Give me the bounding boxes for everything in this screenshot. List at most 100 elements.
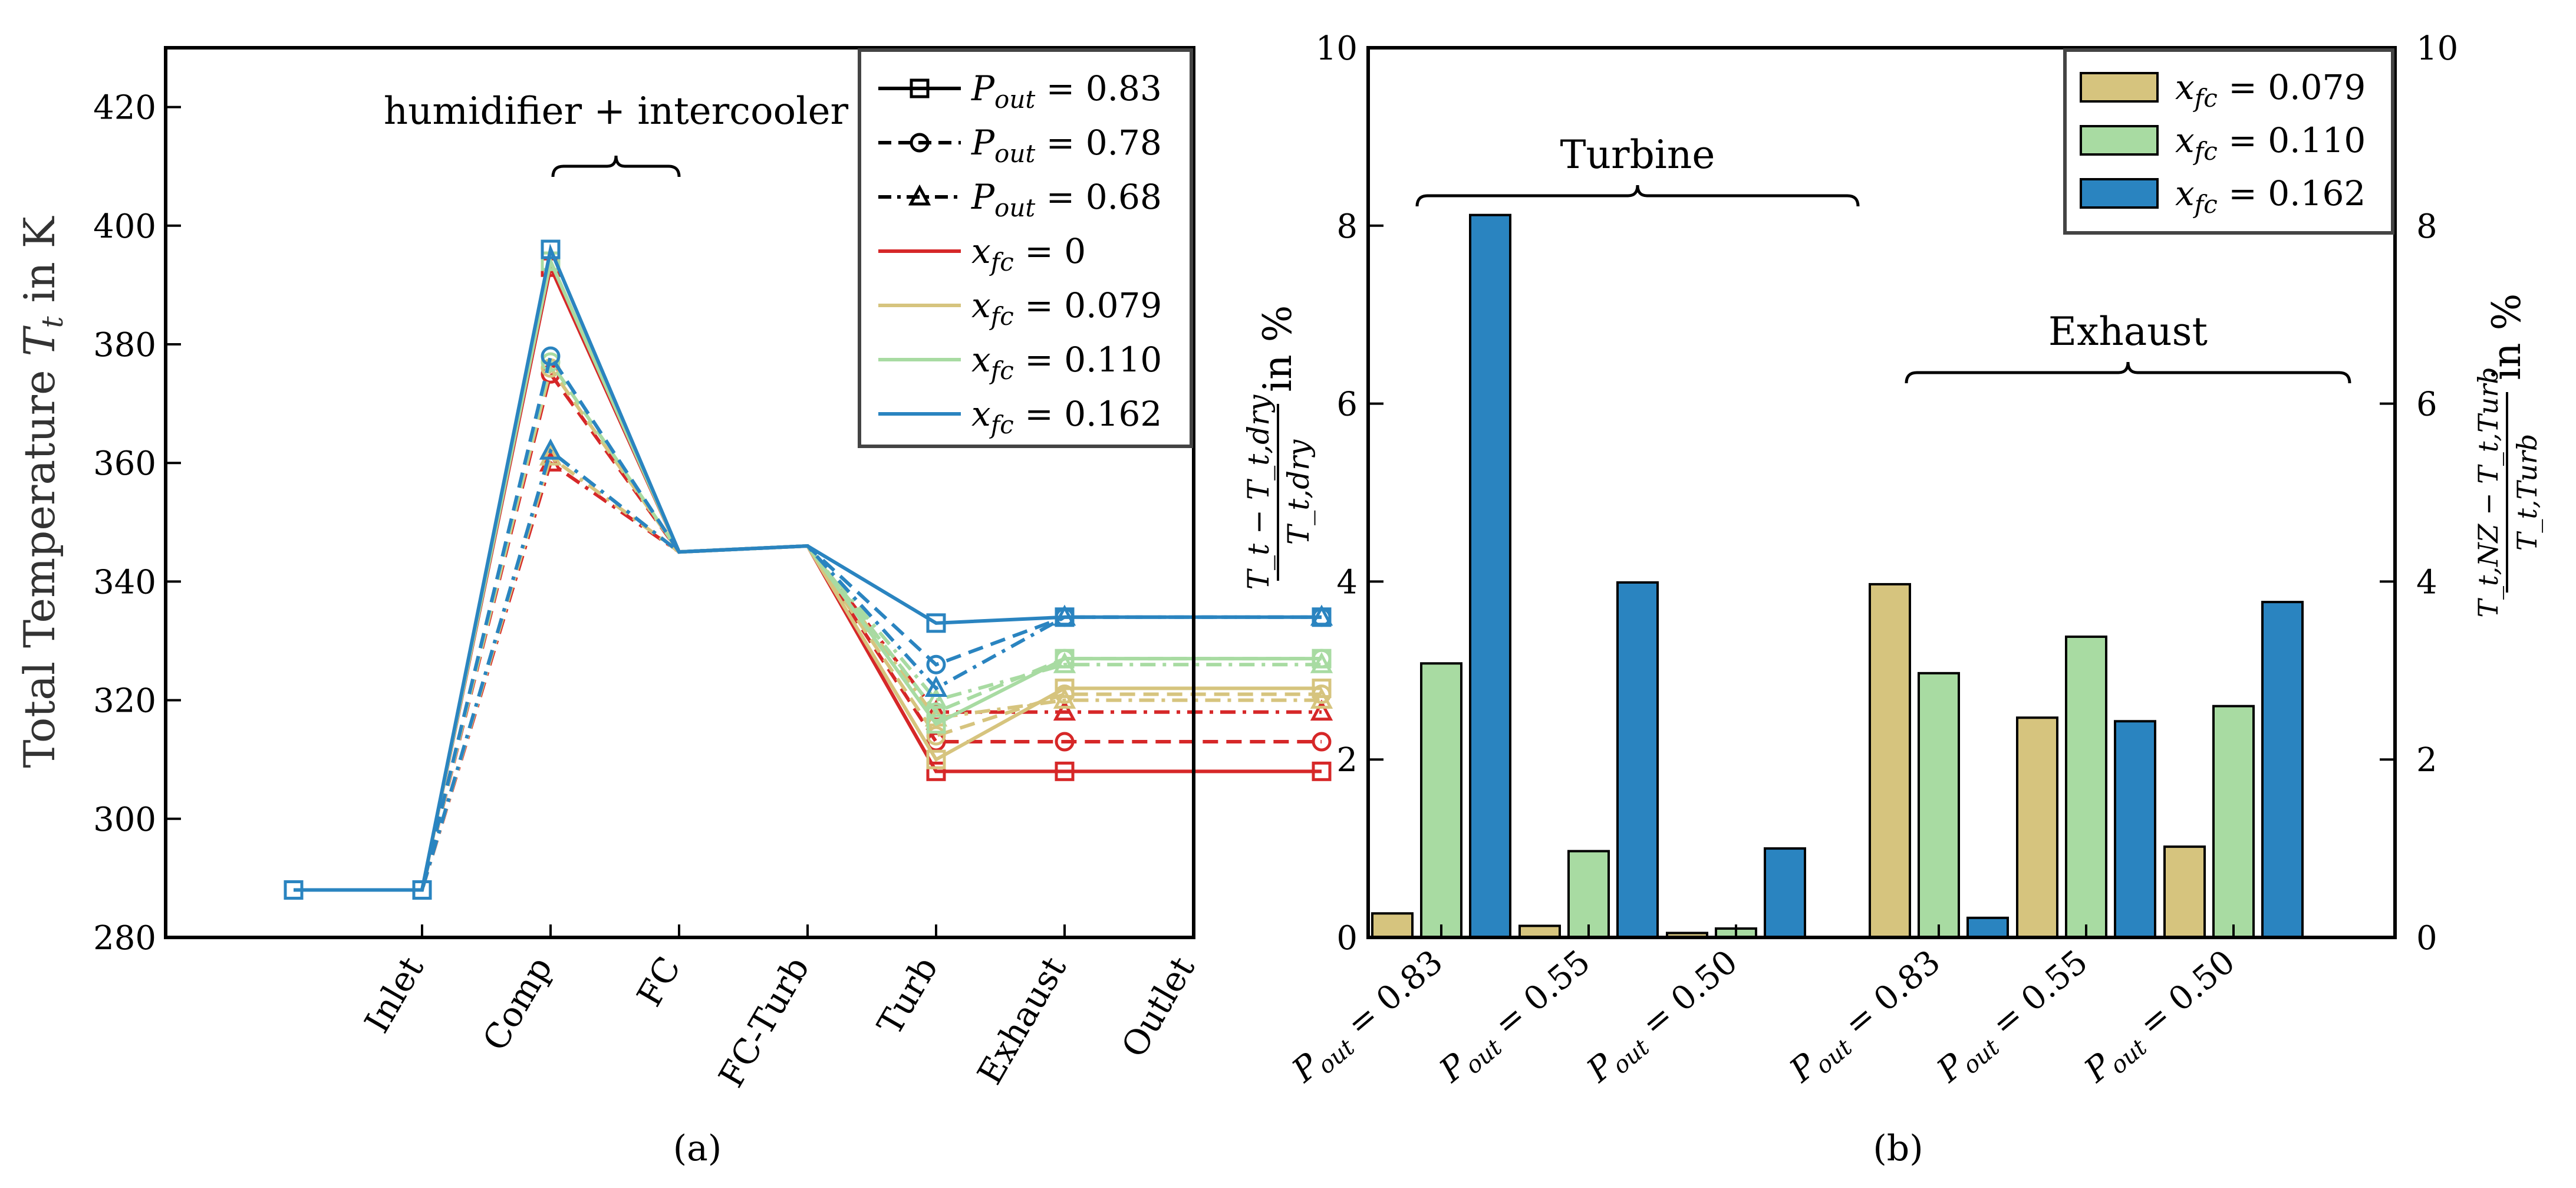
legend-label-x-fc-0-079: xfc = 0.079 <box>2175 67 2366 113</box>
chart-b-right-y-label-numerator: T_t,NZ − T_t,Turb <box>2472 367 2504 617</box>
series-line-x-fc-0-079-p-out-0-68 <box>294 454 1322 892</box>
chart-b-group-label-exhaust: Exhaust <box>2048 309 2208 354</box>
data-point-x-fc-0-p-out-0-83-6 <box>1055 761 1075 781</box>
series-line-x-fc-0-110-p-out-0-68 <box>294 447 1322 892</box>
bar-x-fc-0-162-5 <box>2261 601 2304 939</box>
chart-b-left-y-label: T_t − T_t,dry T_t,dry in % <box>1241 305 1316 590</box>
data-point-x-fc-0-110-p-out-0-83-5 <box>926 714 946 734</box>
y-tick-label-right: 4 <box>2416 563 2437 601</box>
data-point-x-fc-0-079-p-out-0-68-8 <box>1310 687 1333 709</box>
data-point-x-fc-0-110-p-out-0-68-8 <box>1310 651 1333 673</box>
y-tick-label: 300 <box>93 801 156 839</box>
chart-a-x-ticks: Inlet Comp FC FC-Turb Turb Exhaust Outlet <box>357 924 1203 1094</box>
data-point-x-fc-0-110-p-out-0-78-2 <box>541 352 561 372</box>
y-tick-label: 400 <box>93 208 156 246</box>
y-tick-label: 360 <box>93 445 156 483</box>
y-tick-label-left: 0 <box>1336 919 1358 957</box>
y-tick-label: 320 <box>93 682 156 720</box>
x-tick-label-turb: Turb <box>869 950 946 1042</box>
chart-b-y-ticks: 0 0 2 2 4 4 6 6 8 8 10 10 <box>1316 29 2459 957</box>
legend-marker-p-out-0-68 <box>908 184 931 206</box>
chart-b-group-label-turbine: Turbine <box>1560 132 1715 177</box>
data-point-x-fc-0-162-p-out-0-68-8 <box>1310 604 1333 626</box>
legend-swatch-x-fc-0-110 <box>2080 125 2159 156</box>
y-tick-label: 420 <box>93 89 156 127</box>
bar-x-fc-0-162-2 <box>1764 847 1806 939</box>
data-point-x-fc-0-079-p-out-0-78-8 <box>1312 685 1332 705</box>
legend-marker-p-out-0-83 <box>910 78 930 98</box>
bar-x-fc-0-110-4 <box>2065 635 2107 939</box>
x-tick-label-1: Pout = 0.55 <box>1432 943 1600 1094</box>
legend-label-p-out-0-83: Pout = 0.83 <box>971 68 1162 114</box>
x-tick-label-3: Pout = 0.83 <box>1782 943 1951 1094</box>
data-point-x-fc-0-p-out-0-83-8 <box>1312 761 1332 781</box>
data-point-x-fc-0-079-p-out-0-83-6 <box>1055 678 1075 698</box>
y-tick-label: 340 <box>93 563 156 601</box>
chart-a-legend: Pout = 0.83 Pout = 0.78 Pout = 0.68 xfc = 0… <box>858 48 1193 448</box>
data-point-x-fc-0-110-p-out-0-78-6 <box>1055 649 1075 669</box>
chart-b-right-y-label-denominator: T_t,Turb <box>2511 434 2543 551</box>
legend-label-x-fc-0-110: xfc = 0.110 <box>2175 120 2366 166</box>
legend-label-p-out-0-78: Pout = 0.78 <box>971 123 1162 168</box>
data-point-x-fc-0-162-p-out-0-68-5 <box>924 676 948 697</box>
y-tick-label-left: 2 <box>1336 741 1358 779</box>
y-tick-label-right: 6 <box>2416 386 2437 424</box>
bar-x-fc-0-162-0 <box>1469 213 1511 939</box>
chart-a-annotation-brace <box>551 155 681 177</box>
bar-x-fc-0-162-1 <box>1616 581 1659 939</box>
x-tick-label-0: Pout = 0.83 <box>1284 943 1453 1094</box>
chart-b-right-y-label: T_t,NZ − T_t,Turb T_t,Turb in % <box>2472 294 2543 618</box>
legend-label-p-out-0-68: Pout = 0.68 <box>971 177 1162 222</box>
x-tick-label-inlet: Inlet <box>357 950 431 1039</box>
x-tick-label-5: Pout = 0.50 <box>2077 943 2245 1094</box>
y-tick-label-right: 10 <box>2416 29 2458 68</box>
data-point-x-fc-0-079-p-out-0-68-6 <box>1053 687 1076 709</box>
series-line-x-fc-0-162-p-out-0-68 <box>294 447 1322 892</box>
chart-b-left-y-label-unit: in % <box>1255 305 1300 392</box>
chart-b-panel-label: (b) <box>1873 1128 1923 1169</box>
chart-b-legend: xfc = 0.079 xfc = 0.110 xfc = 0.162 <box>2063 48 2394 235</box>
chart-a-y-ticks: 280 300 320 340 360 380 400 420 <box>93 89 181 957</box>
data-point-x-fc-0-079-p-out-0-78-5 <box>926 726 946 746</box>
bar-x-fc-0-079-3 <box>1869 583 1911 939</box>
data-point-x-fc-0-110-p-out-0-78-8 <box>1312 649 1332 669</box>
x-tick-label-fc-turb: FC-Turb <box>711 950 817 1094</box>
chart-a-panel-label: (a) <box>673 1128 722 1169</box>
series-line-x-fc-0-162-p-out-0-78 <box>294 351 1322 892</box>
legend-label-x-fc-0-110: xfc = 0.110 <box>971 340 1162 385</box>
data-point-start-0 <box>284 880 304 900</box>
y-tick-label: 280 <box>93 919 156 957</box>
legend-swatch-x-fc-0-162 <box>2080 178 2159 209</box>
legend-label-x-fc-0-079: xfc = 0.079 <box>971 285 1162 331</box>
chart-a-legend-box <box>858 48 1193 448</box>
series-line-x-fc-0-p-out-0-78 <box>294 370 1322 892</box>
data-point-x-fc-0-162-p-out-0-78-5 <box>926 654 946 674</box>
data-point-x-fc-0-110-p-out-0-68-5 <box>924 687 948 709</box>
bar-x-fc-0-110-3 <box>1918 672 1960 939</box>
y-tick-label-right: 8 <box>2416 208 2437 246</box>
data-point-x-fc-0-079-p-out-0-68-2 <box>539 444 562 466</box>
chart-b-left-y-label-denominator: T_t,dry <box>1282 439 1316 545</box>
x-tick-label-4: Pout = 0.55 <box>1929 943 2098 1094</box>
data-point-x-fc-0-079-p-out-0-83-5 <box>926 749 946 769</box>
chart-a-plot <box>284 239 1333 900</box>
x-tick-label-fc: FC <box>629 950 689 1013</box>
bar-x-fc-0-110-1 <box>1567 850 1610 939</box>
bar-x-fc-0-110-5 <box>2212 705 2255 939</box>
chart-b-exhaust-brace <box>1905 361 2351 384</box>
data-point-x-fc-0-p-out-0-83-5 <box>926 761 946 781</box>
data-point-x-fc-0-162-p-out-0-68-2 <box>539 438 562 460</box>
bar-x-fc-0-079-0 <box>1371 912 1414 939</box>
data-point-x-fc-0-162-p-out-0-83-2 <box>541 239 561 259</box>
y-tick-label-right: 2 <box>2416 741 2437 779</box>
y-tick-label-left: 10 <box>1316 29 1358 68</box>
chart-b-turbine-brace <box>1415 185 1860 207</box>
data-point-x-fc-0-p-out-0-78-8 <box>1312 732 1332 752</box>
x-tick-label-exhaust: Exhaust <box>970 950 1075 1091</box>
y-tick-label-left: 4 <box>1336 563 1358 601</box>
chart-b-left-y-label-numerator: T_t − T_t,dry <box>1241 394 1276 590</box>
data-point-x-fc-0-110-p-out-0-68-6 <box>1053 651 1076 673</box>
